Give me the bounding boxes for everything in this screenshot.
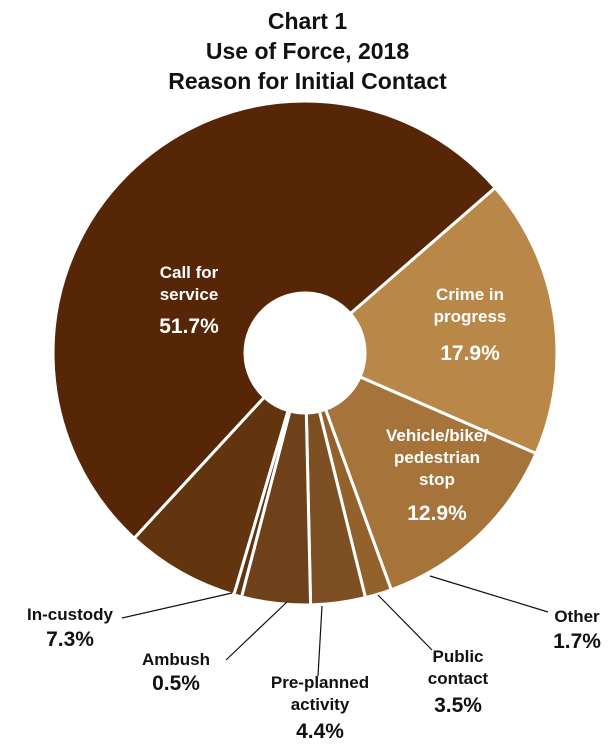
slice-vehicle-bike-pedestrian-stop	[323, 374, 539, 592]
slice-label-vehicle-bike-pedestrian-stop: Vehicle/bike/	[386, 426, 488, 445]
slice-value-ambush: 0.5%	[152, 672, 200, 695]
slice-value-in-custody: 7.3%	[46, 628, 94, 651]
leader-line-ambush	[225, 601, 288, 661]
slice-label-vehicle-bike-pedestrian-stop: stop	[419, 470, 455, 489]
slice-label-pre-planned-activity: Pre-planned	[271, 673, 369, 692]
chart-title: Chart 1 Use of Force, 2018 Reason for In…	[0, 6, 615, 96]
slice-value-crime-in-progress: 17.9%	[440, 342, 500, 365]
slice-value-other: 1.7%	[553, 630, 601, 653]
slice-label-crime-in-progress: Crime in	[436, 285, 504, 304]
slice-label-crime-in-progress: progress	[434, 307, 507, 326]
slice-label-in-custody: In-custody	[27, 605, 113, 624]
slice-label-pre-planned-activity: activity	[291, 695, 350, 714]
leader-line-public-contact	[377, 594, 433, 651]
slice-crime-in-progress	[348, 185, 559, 456]
chart-title-line2: Use of Force, 2018	[205, 38, 410, 64]
slice-label-vehicle-bike-pedestrian-stop: pedestrian	[394, 448, 480, 467]
slice-value-call-for-service: 51.7%	[159, 315, 219, 338]
slice-value-public-contact: 3.5%	[434, 694, 482, 717]
slice-value-vehicle-bike-pedestrian-stop: 12.9%	[407, 502, 467, 525]
leader-line-other	[429, 575, 549, 613]
slice-label-ambush: Ambush	[142, 650, 210, 669]
leader-line-pre-planned-activity	[317, 605, 323, 677]
slice-label-call-for-service: service	[160, 285, 219, 304]
slice-label-public-contact: Public	[432, 647, 483, 666]
slice-value-pre-planned-activity: 4.4%	[296, 720, 344, 743]
chart-title-line3: Reason for Initial Contact	[168, 68, 447, 94]
slice-label-other: Other	[554, 607, 600, 626]
slice-label-public-contact: contact	[428, 669, 489, 688]
leader-line-in-custody	[121, 592, 233, 619]
chart-title-line1: Chart 1	[267, 8, 348, 34]
slice-call-for-service	[51, 99, 498, 541]
slice-label-call-for-service: Call for	[160, 263, 219, 282]
